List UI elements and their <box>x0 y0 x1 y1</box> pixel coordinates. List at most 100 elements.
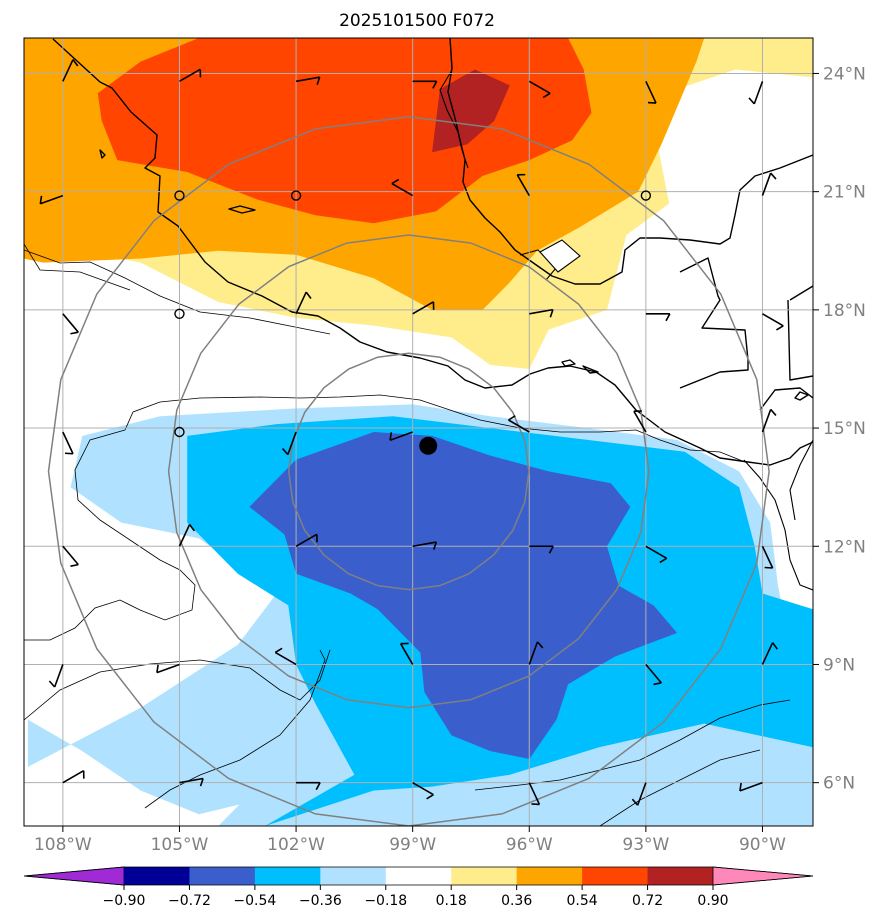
small-island-1 <box>228 205 256 214</box>
latitude-axis: 6°N 9°N 12°N 15°N 18°N 21°N 24°N <box>813 64 866 794</box>
lon-tick-label: 99°W <box>389 835 436 855</box>
range-ring <box>167 234 650 709</box>
lat-tick-label: 24°N <box>823 64 866 84</box>
colorbar-tick-label: −0.72 <box>168 893 211 909</box>
wind-barb <box>739 781 763 792</box>
colorbar-tick-label: 0.72 <box>632 893 663 909</box>
wind-barbs <box>39 59 784 806</box>
range-rings <box>47 116 770 826</box>
colorbar-segment <box>647 867 714 885</box>
colorbar-segment <box>124 867 190 885</box>
wind-barb <box>508 415 530 433</box>
contour-0.72 <box>432 69 510 153</box>
country-border-2 <box>787 285 813 381</box>
lon-tick-label: 96°W <box>506 835 553 855</box>
lon-tick-label: 108°W <box>34 835 92 855</box>
range-ring <box>47 116 770 826</box>
contour--0.72 <box>249 432 677 759</box>
wind-barb <box>62 545 79 568</box>
wind-barb <box>281 431 297 456</box>
wind-barb <box>761 642 779 665</box>
wind-barb <box>528 782 541 806</box>
wind-barb <box>529 308 554 318</box>
colorbar-tick-label: 0.90 <box>697 893 728 909</box>
lon-tick-label: 105°W <box>151 835 209 855</box>
calm-circle <box>174 308 185 319</box>
state-borders <box>439 38 813 591</box>
wind-barb <box>528 641 544 665</box>
colorbar-tick-label: −0.18 <box>364 893 407 909</box>
wind-barb <box>62 431 74 455</box>
range-ring <box>287 352 530 591</box>
map-title: 2025101500 F072 <box>339 11 495 31</box>
wind-barb <box>761 545 774 569</box>
colorbar-tick-label: 0.18 <box>436 893 467 909</box>
wind-barb <box>529 545 554 554</box>
wind-barb <box>295 533 318 547</box>
lon-tick-label: 102°W <box>267 835 325 855</box>
wind-barb <box>762 313 784 331</box>
colorbar-segment <box>189 867 256 885</box>
wind-barb <box>62 59 79 82</box>
wind-barb <box>274 647 297 666</box>
calm-circle <box>640 190 652 201</box>
small-island-2 <box>99 149 106 159</box>
plot-frame <box>23 37 814 827</box>
lon-tick-label: 93°W <box>622 835 669 855</box>
wind-barb <box>62 313 79 335</box>
wind-barb <box>645 81 657 104</box>
wind-barb <box>295 76 321 86</box>
wind-barb <box>156 663 180 674</box>
wind-barb <box>645 545 668 564</box>
wind-barb <box>178 524 195 547</box>
colorbar-extend-max <box>712 866 814 886</box>
colorbar-segment <box>254 867 321 885</box>
small-island-5 <box>794 391 809 401</box>
colorbar-extend-min <box>23 866 125 886</box>
lat-tick-label: 9°N <box>823 655 855 675</box>
lon-tick-label: 90°W <box>739 835 786 855</box>
wind-barb <box>761 172 777 196</box>
calm-circle <box>174 190 185 201</box>
colorbar-tick-label: −0.36 <box>299 893 342 909</box>
wind-barb <box>391 178 414 197</box>
wind-barb <box>48 664 64 688</box>
colorbar-segment <box>320 867 387 885</box>
country-border-1 <box>679 257 749 389</box>
wind-barb <box>296 781 321 791</box>
small-island-3 <box>561 359 576 367</box>
wind-barb <box>528 80 551 99</box>
small-island-4 <box>582 365 599 374</box>
colorbar-tick-label: −0.54 <box>233 893 276 909</box>
longitude-axis: 108°W 105°W 102°W 99°W 96°W 93°W 90°W <box>34 826 786 855</box>
pacific-coastline <box>52 38 813 466</box>
wind-barb <box>399 642 414 665</box>
wind-barb <box>633 410 647 433</box>
country-border-3 <box>759 387 813 411</box>
wind-barb <box>412 301 435 315</box>
lat-lon-grid <box>24 38 813 826</box>
lat-tick-label: 6°N <box>823 774 855 794</box>
wind-barb <box>748 81 764 105</box>
wind-barb <box>295 291 312 315</box>
colorbar: −0.90 −0.72 −0.54 −0.36 −0.18 0.18 0.36 0.54 0.7… <box>23 866 814 909</box>
wind-barb <box>62 769 85 784</box>
wind-barb <box>645 312 671 322</box>
wind-barb <box>645 663 662 686</box>
wind-barb <box>389 431 413 441</box>
colorbar-tick-label: 0.54 <box>567 893 598 909</box>
ocean-thin-lines <box>24 243 791 826</box>
colorbar-tick-label: 0.36 <box>501 893 532 909</box>
calm-circle <box>174 426 185 438</box>
filled-contours <box>24 38 813 826</box>
lat-tick-label: 12°N <box>823 537 866 557</box>
wind-barb <box>412 80 438 89</box>
wind-barb <box>39 194 64 205</box>
wind-barb <box>179 68 202 83</box>
wind-barb <box>412 781 434 800</box>
storm-center-marker[interactable] <box>419 436 438 455</box>
colorbar-segment <box>582 867 649 885</box>
wind-barb <box>631 782 647 806</box>
lat-tick-label: 18°N <box>823 301 866 321</box>
